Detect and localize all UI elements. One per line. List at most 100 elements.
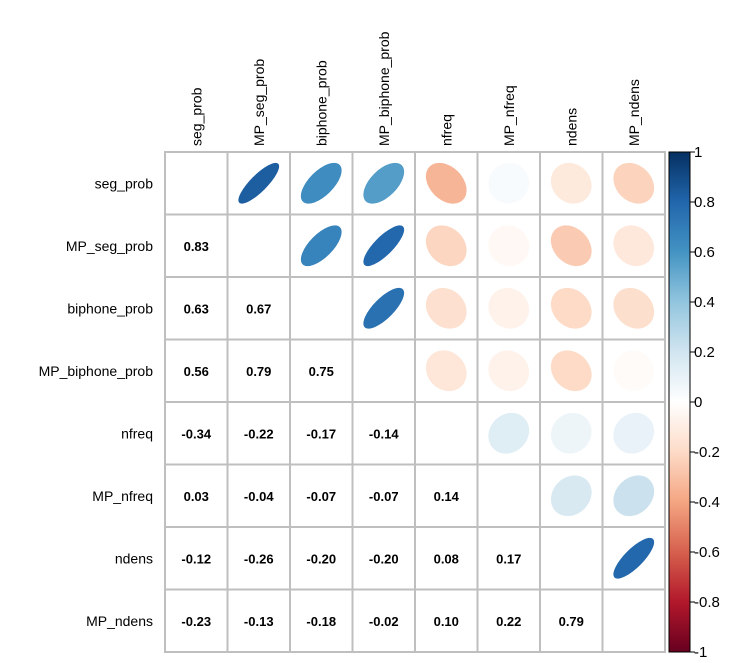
matrix-cell	[226, 338, 291, 403]
correlation-ellipse	[550, 287, 592, 329]
correlation-ellipse	[300, 225, 342, 267]
color-legend-tick-label: 0.4	[694, 294, 715, 311]
cell-grid	[164, 151, 666, 653]
matrix-cell	[164, 401, 229, 466]
matrix-cell	[476, 463, 541, 528]
matrix-cell	[539, 588, 604, 653]
matrix-cell	[226, 463, 291, 528]
color-legend-tick-label: -1	[694, 644, 707, 661]
correlation-ellipse	[363, 225, 405, 267]
correlation-ellipse	[550, 412, 592, 454]
correlation-value: -0.12	[181, 551, 211, 566]
correlation-ellipse	[613, 350, 655, 392]
column-label: MP_biphone_prob	[376, 31, 392, 146]
color-legend-tick-label: -0.6	[694, 544, 720, 561]
matrix-cell	[164, 213, 229, 278]
correlation-ellipse	[550, 350, 592, 392]
correlation-value: -0.20	[369, 551, 399, 566]
matrix-cell	[164, 588, 229, 653]
correlation-value: -0.14	[369, 426, 399, 441]
correlation-value: 0.83	[184, 239, 209, 254]
correlation-value: -0.17	[306, 426, 336, 441]
matrix-cell	[414, 526, 479, 591]
correlation-ellipse	[363, 162, 405, 204]
column-label: MP_seg_prob	[251, 59, 267, 146]
correlation-value: 0.17	[496, 551, 521, 566]
color-legend-tick-label: -0.2	[694, 444, 720, 461]
correlation-value: -0.18	[306, 614, 336, 629]
correlation-ellipse	[488, 225, 530, 267]
correlation-ellipse	[613, 162, 655, 204]
correlation-ellipse	[613, 412, 655, 454]
correlation-value: 0.03	[184, 489, 209, 504]
correlation-ellipse	[300, 162, 342, 204]
matrix-cell	[164, 151, 229, 216]
correlation-ellipse	[550, 162, 592, 204]
correlation-value: 0.79	[246, 364, 271, 379]
row-labels: seg_prob MP_seg_prob biphone_prob MP_biphon…	[39, 175, 154, 629]
color-legend-tick-label: -0.8	[694, 594, 720, 611]
row-label: MP_seg_prob	[66, 238, 153, 254]
correlation-ellipse	[550, 475, 592, 517]
matrix-cell	[601, 213, 666, 278]
color-legend-tick-label: 0.6	[694, 244, 715, 261]
row-label: biphone_prob	[67, 300, 153, 316]
color-legend-tick-label: 0.2	[694, 344, 715, 361]
matrix-cell	[226, 588, 291, 653]
correlation-ellipse	[488, 350, 530, 392]
matrix-cell	[289, 526, 354, 591]
correlation-value: -0.07	[306, 489, 336, 504]
correlation-ellipse	[613, 537, 655, 579]
correlation-value: 0.08	[434, 551, 459, 566]
color-legend-bar	[668, 151, 691, 653]
correlation-value: -0.07	[369, 489, 399, 504]
row-label: MP_ndens	[86, 613, 153, 629]
coefficient-labels: 0.83 0.63 0.67 0.56 0.79 0.75 -0.34 -0.22 -0.17 -…	[181, 239, 583, 629]
color-legend-ticks: 1 0.8 0.6 0.4 0.2 0 -0.2 -0.4 -0.6 -0.8 -1	[690, 144, 720, 661]
matrix-cell	[414, 401, 479, 466]
correlation-value: 0.14	[434, 489, 460, 504]
correlation-value: 0.75	[309, 364, 334, 379]
correlation-value: 0.63	[184, 301, 209, 316]
matrix-cell	[164, 338, 229, 403]
column-label: biphone_prob	[313, 60, 329, 146]
matrix-cell	[601, 588, 666, 653]
column-label: nfreq	[438, 114, 454, 146]
matrix-cell	[226, 276, 291, 341]
row-label: nfreq	[121, 425, 153, 441]
matrix-cell	[351, 526, 416, 591]
correlation-ellipse	[613, 225, 655, 267]
correlation-ellipse	[488, 412, 530, 454]
matrix-cell	[539, 526, 604, 591]
correlation-value: -0.20	[306, 551, 336, 566]
ellipse-marks	[238, 162, 655, 579]
correlation-ellipse	[488, 287, 530, 329]
correlation-ellipse	[425, 350, 467, 392]
correlation-value: -0.23	[181, 614, 211, 629]
row-label: ndens	[115, 550, 153, 566]
correlation-ellipse	[363, 287, 405, 329]
column-label: MP_ndens	[626, 79, 642, 146]
column-label: MP_nfreq	[501, 85, 517, 146]
column-labels: seg_prob MP_seg_prob biphone_prob MP_biphon…	[188, 31, 642, 146]
correlation-ellipse	[613, 287, 655, 329]
correlation-value: -0.34	[181, 426, 211, 441]
correlation-value: -0.04	[244, 489, 274, 504]
matrix-cell	[226, 213, 291, 278]
matrix-cell	[414, 588, 479, 653]
correlation-value: 0.79	[559, 614, 584, 629]
color-legend: 1 0.8 0.6 0.4 0.2 0 -0.2 -0.4 -0.6 -0.8 -1	[668, 144, 720, 661]
matrix-cell	[289, 276, 354, 341]
correlation-ellipse	[488, 162, 530, 204]
correlation-value: 0.22	[496, 614, 521, 629]
correlation-ellipse	[425, 225, 467, 267]
correlation-ellipse	[425, 287, 467, 329]
correlation-value: 0.56	[184, 364, 209, 379]
correlation-ellipse	[613, 475, 655, 517]
matrix-cell	[351, 588, 416, 653]
correlation-value: -0.02	[369, 614, 399, 629]
row-label: MP_biphone_prob	[39, 363, 154, 379]
color-legend-tick-label: -0.4	[694, 494, 720, 511]
matrix-cell	[476, 526, 541, 591]
